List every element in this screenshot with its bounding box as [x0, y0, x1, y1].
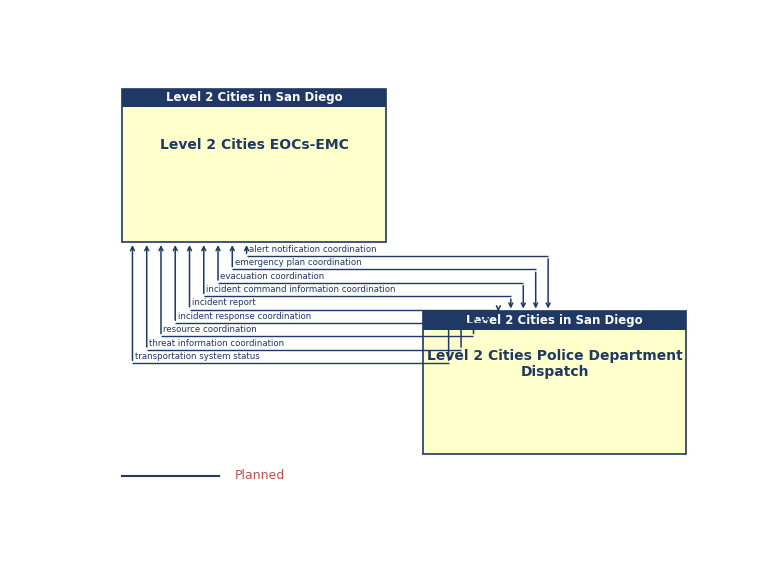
Bar [423, 311, 687, 454]
Text: Level 2 Cities in San Diego: Level 2 Cities in San Diego [166, 91, 342, 104]
Text: Level 2 Cities EOCs-EMC: Level 2 Cities EOCs-EMC [160, 138, 348, 152]
Bar [423, 311, 687, 329]
Bar [122, 89, 386, 242]
Text: Planned: Planned [234, 469, 285, 482]
Text: transportation system status: transportation system status [135, 352, 260, 361]
Text: evacuation coordination: evacuation coordination [221, 272, 325, 280]
Text: alert notification coordination: alert notification coordination [249, 245, 377, 254]
Text: emergency plan coordination: emergency plan coordination [235, 258, 361, 268]
Text: Level 2 Cities Police Department
Dispatch: Level 2 Cities Police Department Dispatc… [427, 350, 683, 379]
Text: Level 2 Cities in San Diego: Level 2 Cities in San Diego [466, 314, 643, 327]
Text: threat information coordination: threat information coordination [149, 339, 284, 348]
Bar [122, 89, 386, 107]
Text: incident response coordination: incident response coordination [178, 312, 311, 321]
Text: incident report: incident report [192, 298, 256, 307]
Text: resource coordination: resource coordination [164, 325, 257, 334]
Text: incident command information coordination: incident command information coordinatio… [206, 285, 395, 294]
